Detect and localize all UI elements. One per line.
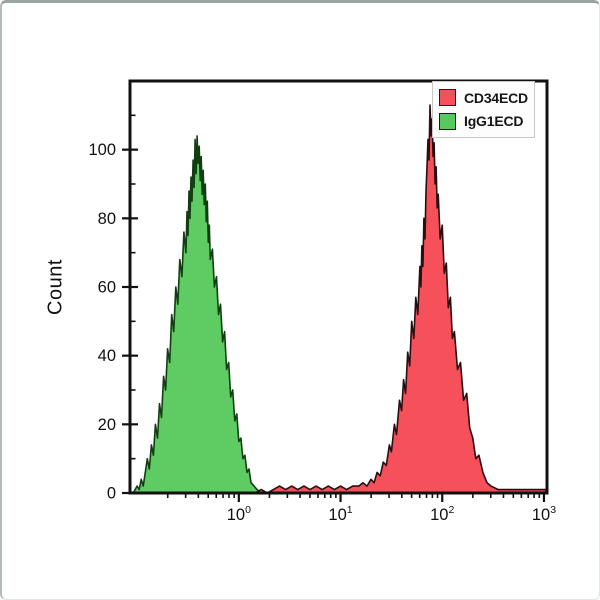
- y-tick-label: 80: [98, 210, 116, 228]
- x-tick-label: 102: [430, 504, 454, 524]
- legend-swatch-red: [439, 89, 456, 107]
- y-tick-label: 60: [98, 279, 116, 297]
- plot-frame: [128, 79, 549, 495]
- histogram-cd34ecd: [254, 104, 547, 494]
- legend-item-igg1ecd: IgG1ECD: [439, 112, 528, 130]
- x-tick-label: 101: [328, 504, 352, 524]
- y-tick-label: 0: [107, 485, 116, 503]
- legend-label-igg1ecd: IgG1ECD: [464, 113, 524, 130]
- histogram-plot: 100 101 102 103 0 20 40 60 80 100: [88, 79, 556, 524]
- legend: CD34ECD IgG1ECD: [432, 81, 535, 138]
- x-tick-label: 103: [532, 504, 556, 524]
- legend-label-cd34ecd: CD34ECD: [464, 89, 528, 106]
- x-tick-label: 100: [227, 504, 251, 524]
- legend-item-cd34ecd: CD34ECD: [439, 89, 528, 107]
- y-tick-label: 100: [88, 141, 116, 159]
- histogram-igg1ecd: [132, 135, 263, 494]
- legend-swatch-green: [439, 112, 456, 130]
- y-tick-label: 20: [98, 416, 116, 434]
- y-tick-label: 40: [98, 347, 116, 365]
